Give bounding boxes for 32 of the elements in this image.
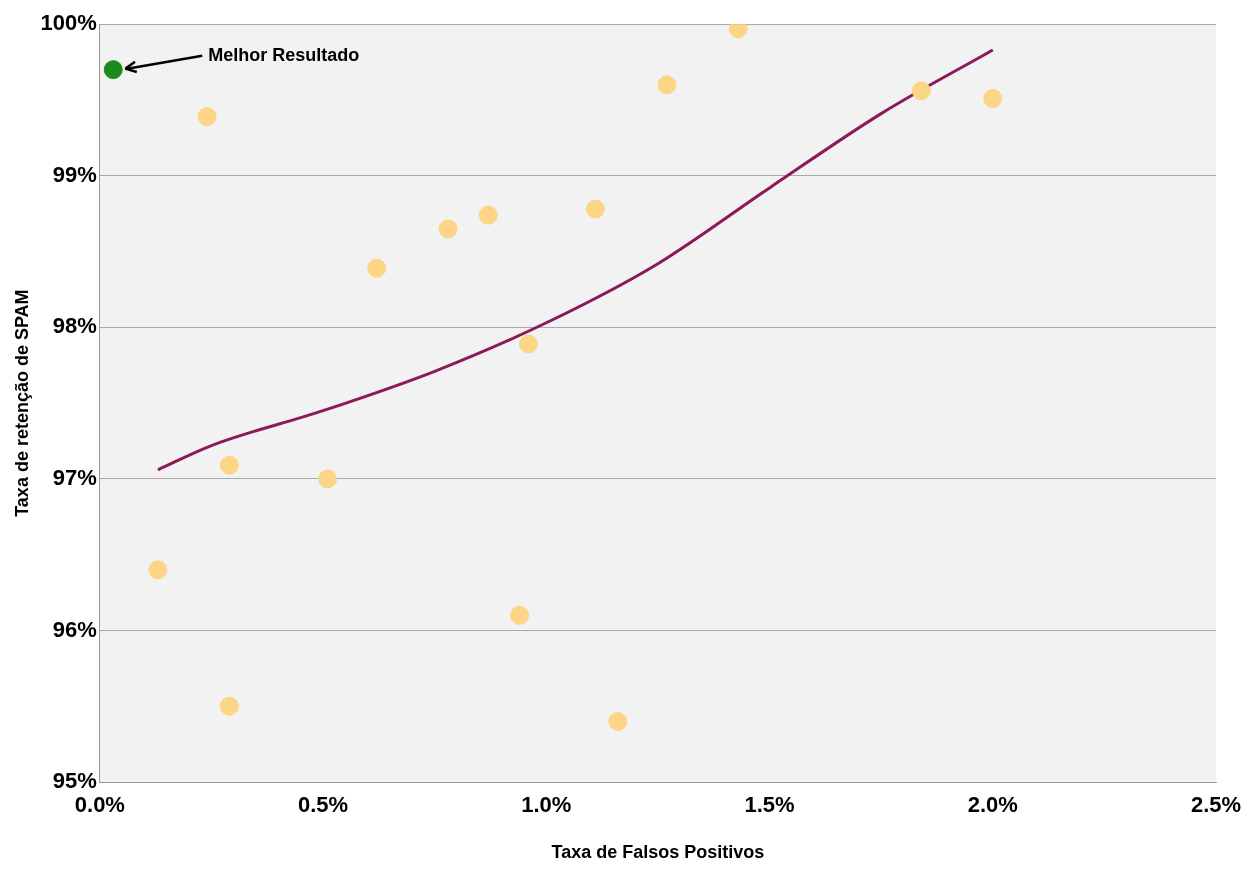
y-tick-label: 97%: [52, 464, 97, 490]
point: [219, 696, 239, 716]
point: [478, 205, 498, 225]
y-tick-label: 96%: [52, 616, 97, 642]
x-tick-label: 0.5%: [298, 792, 349, 818]
point: [518, 334, 538, 354]
point: [367, 258, 387, 278]
point: [608, 711, 628, 731]
x-tick-label: 2.0%: [967, 792, 1018, 818]
point: [510, 605, 530, 625]
point: [657, 75, 677, 95]
point: [438, 219, 458, 239]
point: [585, 199, 605, 219]
x-tick-label: 2.5%: [1190, 792, 1242, 818]
annotation: Melhor Resultado: [208, 44, 360, 65]
line-series: [156, 48, 995, 472]
x-tick-label: 0.0%: [74, 792, 125, 818]
point: [197, 107, 217, 127]
x-tick-label: 1.0%: [521, 792, 572, 818]
y-tick-label: 100%: [40, 10, 97, 36]
point: [148, 560, 168, 580]
point: [103, 60, 123, 80]
point: [983, 88, 1003, 108]
y-tick-label: 98%: [52, 313, 97, 339]
point: [318, 469, 338, 489]
y-axis-title: Taxa de retenção de SPAM: [11, 289, 32, 517]
point: [911, 81, 931, 101]
y-tick-label: 95%: [52, 768, 97, 794]
x-tick-label: 1.5%: [744, 792, 795, 818]
point: [219, 455, 239, 475]
y-tick-label: 99%: [52, 161, 97, 187]
x-axis-title: Taxa de Falsos Positivos: [551, 842, 765, 863]
